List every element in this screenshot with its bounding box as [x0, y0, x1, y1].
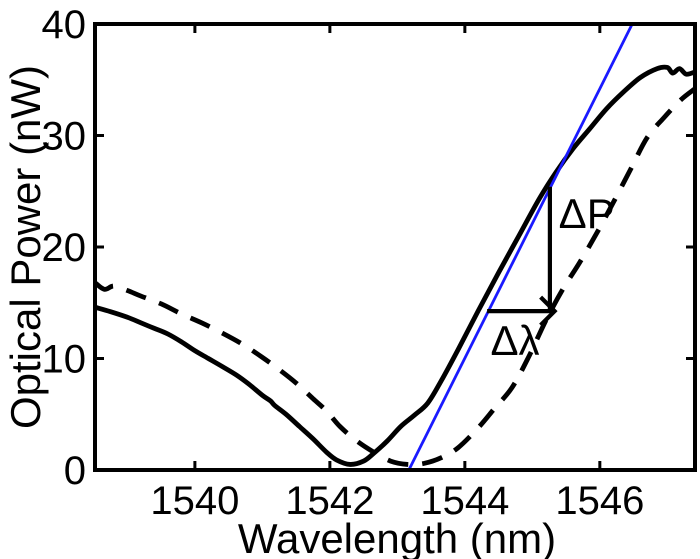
y-tick-label-40: 40: [42, 3, 87, 47]
series-linear-fit-line: [407, 23, 634, 471]
x-tick-label-1540: 1540: [150, 479, 239, 523]
series-spectrum-solid: [94, 64, 696, 467]
plot-area: ΔP Δλ 1540 1542 1544 1546 0 10 20 30 40: [42, 3, 697, 523]
series-spectrum-dashed: [93, 86, 697, 467]
y-tick-label-20: 20: [42, 226, 87, 270]
x-axis-title: Wavelength (nm): [238, 515, 556, 559]
delta-p-label: ΔP: [559, 190, 615, 237]
delta-lambda-label: Δλ: [491, 317, 540, 364]
delta-lambda-arrowhead: [539, 295, 558, 327]
y-tick-label-0: 0: [64, 449, 86, 493]
plot-box: [93, 22, 697, 472]
y-tick-label-30: 30: [42, 115, 87, 159]
y-axis-title: Optical Power (nW): [2, 65, 49, 429]
x-tick-label-1546: 1546: [555, 479, 644, 523]
y-tick-label-10: 10: [42, 338, 87, 382]
x-tick-label-1542: 1542: [285, 479, 374, 523]
x-tick-label-1544: 1544: [420, 479, 509, 523]
